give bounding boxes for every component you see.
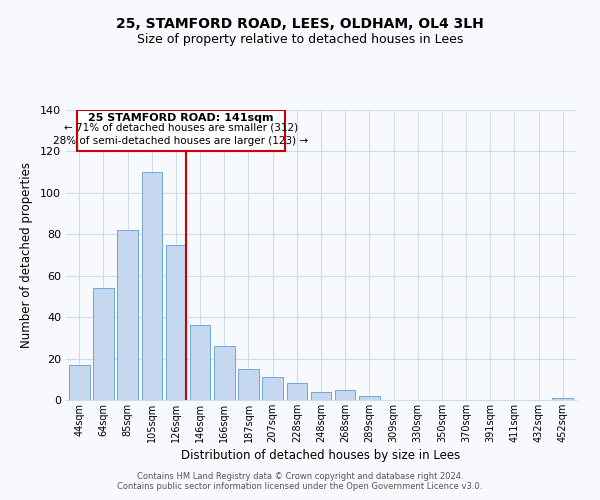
Text: Contains public sector information licensed under the Open Government Licence v3: Contains public sector information licen… <box>118 482 482 491</box>
Bar <box>262 377 283 400</box>
Text: Contains HM Land Registry data © Crown copyright and database right 2024.: Contains HM Land Registry data © Crown c… <box>137 472 463 481</box>
Text: Size of property relative to detached houses in Lees: Size of property relative to detached ho… <box>137 32 463 46</box>
Bar <box>335 390 355 400</box>
Text: 28% of semi-detached houses are larger (123) →: 28% of semi-detached houses are larger (… <box>53 136 308 145</box>
Bar <box>93 288 114 400</box>
Bar <box>190 326 211 400</box>
Text: ← 71% of detached houses are smaller (312): ← 71% of detached houses are smaller (31… <box>64 123 298 133</box>
X-axis label: Distribution of detached houses by size in Lees: Distribution of detached houses by size … <box>181 449 461 462</box>
Y-axis label: Number of detached properties: Number of detached properties <box>20 162 33 348</box>
FancyBboxPatch shape <box>77 110 285 152</box>
Bar <box>69 365 89 400</box>
Bar <box>118 230 138 400</box>
Bar <box>311 392 331 400</box>
Text: 25, STAMFORD ROAD, LEES, OLDHAM, OL4 3LH: 25, STAMFORD ROAD, LEES, OLDHAM, OL4 3LH <box>116 18 484 32</box>
Bar <box>553 398 573 400</box>
Bar <box>214 346 235 400</box>
Text: 25 STAMFORD ROAD: 141sqm: 25 STAMFORD ROAD: 141sqm <box>88 113 274 123</box>
Bar <box>238 369 259 400</box>
Bar <box>142 172 162 400</box>
Bar <box>166 244 186 400</box>
Bar <box>359 396 380 400</box>
Bar <box>287 384 307 400</box>
